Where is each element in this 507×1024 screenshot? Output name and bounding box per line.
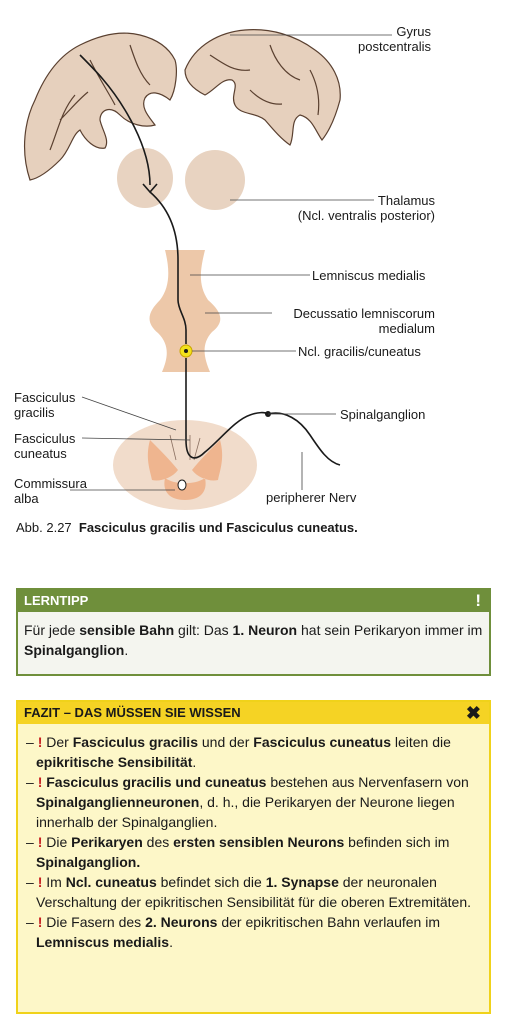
text-segment: gilt: Das bbox=[174, 622, 233, 638]
important-marker: ! bbox=[37, 834, 43, 850]
lerntipp-text: Für jede sensible Bahn gilt: Das 1. Neur… bbox=[18, 612, 489, 660]
important-marker: ! bbox=[37, 734, 43, 750]
fazit-item: – ! Im Ncl. cuneatus befindet sich die 1… bbox=[26, 872, 481, 912]
lemniscus-fiber bbox=[149, 191, 187, 344]
figure-caption: Abb. 2.27 Fasciculus gracilis und Fascic… bbox=[16, 520, 358, 535]
label-gyrus-postcentralis: Gyrus postcentralis bbox=[358, 24, 431, 54]
text-segment: Fasciculus gracilis und cuneatus bbox=[46, 774, 267, 790]
anatomy-figure: Gyrus postcentralis Thalamus (Ncl. ventr… bbox=[14, 24, 435, 510]
text-segment: der epikritischen Bahn verlaufen im bbox=[217, 914, 440, 930]
fazit-item: – ! Fasciculus gracilis und cuneatus bes… bbox=[26, 772, 481, 832]
cortex-right bbox=[184, 29, 341, 146]
thalamus-left bbox=[117, 148, 173, 208]
text-segment: Ncl. cuneatus bbox=[65, 874, 157, 890]
text-segment: Der bbox=[46, 734, 73, 750]
central-canal bbox=[177, 479, 187, 491]
label-spinalganglion: Spinalganglion bbox=[340, 407, 426, 422]
exclamation-icon: ! bbox=[475, 591, 481, 610]
label-peripherer-nerv: peripherer Nerv bbox=[266, 490, 357, 505]
label-decussatio: Decussatio lemniscorum medialum bbox=[293, 306, 435, 336]
thalamus-right bbox=[185, 150, 245, 210]
nucleus-dot bbox=[184, 349, 188, 353]
text-segment: . bbox=[124, 642, 129, 658]
text-segment: . bbox=[169, 934, 173, 950]
brainstem bbox=[149, 250, 221, 372]
fazit-item: – ! Die Fasern des 2. Neurons der epikri… bbox=[26, 912, 481, 952]
fazit-box: FAZIT – DAS MÜSSEN SIE WISSEN ✖ – ! Der … bbox=[16, 700, 491, 1014]
dash-bullet: – bbox=[26, 834, 38, 850]
dash-bullet: – bbox=[26, 774, 38, 790]
text-segment: hat sein Perikaryon immer im bbox=[297, 622, 483, 638]
text-segment: 2. Neurons bbox=[145, 914, 218, 930]
lerntipp-header: LERNTIPP ! bbox=[18, 590, 489, 612]
fazit-item: – ! Der Fasciculus gracilis und der Fasc… bbox=[26, 732, 481, 772]
text-segment: der neuronalen Verschaltung der epikriti… bbox=[36, 874, 472, 910]
text-segment: ersten sensiblen Neurons bbox=[173, 834, 345, 850]
text-segment: bestehen aus Nervenfasern von bbox=[266, 774, 469, 790]
important-marker: ! bbox=[37, 774, 43, 790]
caption-number: Abb. 2.27 bbox=[16, 520, 72, 535]
label-lemniscus-medialis: Lemniscus medialis bbox=[312, 268, 426, 283]
leader-lines bbox=[70, 34, 392, 491]
grey-matter bbox=[147, 440, 223, 500]
text-segment: sensible Bahn bbox=[79, 622, 175, 638]
text-segment: des bbox=[142, 834, 174, 850]
text-segment: und der bbox=[198, 734, 254, 750]
text-segment: Spinalganglienneuronen bbox=[36, 794, 200, 810]
text-segment: . bbox=[192, 754, 197, 770]
text-segment: Lemniscus medialis bbox=[36, 934, 170, 950]
pathway-diagram bbox=[23, 29, 392, 510]
text-segment: 1. Synapse bbox=[265, 874, 339, 890]
text-segment: Die bbox=[46, 834, 72, 850]
fazit-title: FAZIT – DAS MÜSSEN SIE WISSEN bbox=[24, 705, 241, 720]
label-fasciculus-cuneatus: Fasciculus cuneatus bbox=[14, 431, 76, 461]
cross-icon: ✖ bbox=[465, 703, 481, 723]
text-segment: Spinalganglion bbox=[24, 642, 125, 658]
text-segment: Fasciculus cuneatus bbox=[253, 734, 391, 750]
text-segment: Für jede bbox=[24, 622, 80, 638]
text-segment: Fasciculus gracilis bbox=[72, 734, 198, 750]
text-segment: befindet sich die bbox=[156, 874, 266, 890]
fazit-item: – ! Die Perikaryen des ersten sensiblen … bbox=[26, 832, 481, 872]
text-segment: befinden sich im bbox=[344, 834, 450, 850]
text-segment: 1. Neuron bbox=[232, 622, 298, 638]
text-segment: Im bbox=[46, 874, 66, 890]
important-marker: ! bbox=[37, 914, 43, 930]
peripheral-nerve bbox=[267, 412, 341, 466]
fazit-header: FAZIT – DAS MÜSSEN SIE WISSEN ✖ bbox=[18, 702, 489, 724]
text-segment: , d. h., die Perikaryen der Neurone lieg… bbox=[36, 794, 455, 830]
label-commissura-alba: Commissura alba bbox=[14, 476, 87, 506]
text-segment: Spinalganglion. bbox=[36, 854, 141, 870]
lerntipp-box: LERNTIPP ! Für jede sensible Bahn gilt: … bbox=[16, 588, 491, 676]
label-fasciculus-gracilis: Fasciculus gracilis bbox=[14, 390, 76, 420]
caption-text: Fasciculus gracilis und Fasciculus cunea… bbox=[78, 520, 358, 535]
text-segment: Perikaryen bbox=[71, 834, 143, 850]
spinal-cord bbox=[113, 420, 257, 510]
label-thalamus: Thalamus (Ncl. ventralis posterior) bbox=[297, 193, 435, 223]
important-marker: ! bbox=[37, 874, 43, 890]
lerntipp-title: LERNTIPP bbox=[24, 593, 89, 608]
cortex-left bbox=[23, 32, 177, 181]
text-segment: leiten die bbox=[390, 734, 451, 750]
dorsal-root-fiber bbox=[185, 358, 269, 459]
fazit-list: – ! Der Fasciculus gracilis und der Fasc… bbox=[18, 724, 489, 952]
dash-bullet: – bbox=[26, 874, 38, 890]
thalamocortical-fiber bbox=[79, 54, 151, 186]
dash-bullet: – bbox=[26, 914, 38, 930]
text-segment: Die Fasern des bbox=[46, 914, 146, 930]
dash-bullet: – bbox=[26, 734, 38, 750]
text-segment: epikritische Sensibilität bbox=[36, 754, 193, 770]
label-ncl-gracilis-cuneatus: Ncl. gracilis/cuneatus bbox=[298, 344, 421, 359]
